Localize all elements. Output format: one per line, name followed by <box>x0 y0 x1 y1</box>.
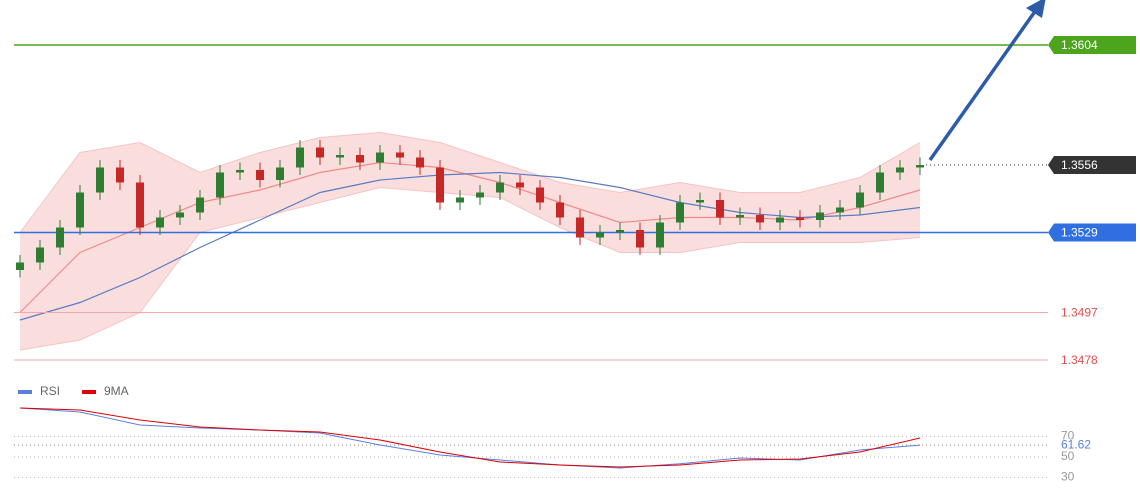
candle-body <box>196 197 204 213</box>
candle-body <box>436 167 444 203</box>
candle-body <box>736 215 744 218</box>
arrow-head <box>1026 0 1046 18</box>
candle-body <box>36 247 44 263</box>
level-label: 1.3529 <box>1061 226 1098 240</box>
rsi-line <box>19 407 921 468</box>
candle-body <box>176 212 184 218</box>
moving-average <box>19 161 921 313</box>
level-badge <box>1048 223 1136 242</box>
main-layer <box>14 44 1048 361</box>
candle-body <box>96 167 104 193</box>
candle-body <box>596 232 604 238</box>
candle-body <box>56 227 64 248</box>
candle-body <box>396 152 404 158</box>
rsi-tick-label: 30 <box>1061 470 1075 484</box>
candle-body <box>676 202 684 223</box>
candle-body <box>136 182 144 228</box>
forecast-arrow <box>928 0 1046 162</box>
legend-swatch <box>18 390 32 394</box>
bollinger-lower <box>19 186 921 351</box>
candle-body <box>576 217 584 238</box>
arrow-shaft <box>928 8 1038 162</box>
candle-body <box>476 192 484 198</box>
candle-body <box>636 230 644 248</box>
candle-body <box>756 215 764 223</box>
level-badge <box>1048 156 1136 174</box>
band-layer <box>19 131 921 351</box>
candle-body <box>456 197 464 203</box>
candle-body <box>696 200 704 203</box>
candle-body <box>776 217 784 223</box>
bollinger-fill <box>20 132 920 350</box>
candle-body <box>116 167 124 183</box>
candle-body <box>376 152 384 163</box>
bollinger-upper <box>19 131 921 233</box>
candle-body <box>496 182 504 193</box>
candle-body <box>156 217 164 228</box>
candle-body <box>16 262 24 270</box>
rsi-last-label: 61.62 <box>1061 437 1091 451</box>
label-layer: 1.3604 1.3556 1.3529 1.3497 1.3478 <box>1048 36 1136 367</box>
candle-body <box>896 167 904 173</box>
legend-label: RSI <box>40 384 60 398</box>
rsi-tick-label: 50 <box>1061 449 1075 463</box>
level-badge <box>1048 36 1136 54</box>
level-label: 1.3556 <box>1061 158 1098 172</box>
candle-body <box>316 147 324 158</box>
candle-body <box>856 192 864 208</box>
legend-swatch <box>82 390 96 394</box>
candle-body <box>276 167 284 180</box>
candle-body <box>876 172 884 193</box>
candle-body <box>256 170 264 180</box>
candle-body <box>796 217 804 220</box>
candle-body <box>816 212 824 220</box>
level-label: 1.3604 <box>1061 38 1098 52</box>
candle-body <box>76 192 84 228</box>
candle-body <box>716 200 724 218</box>
candle-body <box>656 222 664 248</box>
candle-body <box>916 165 924 168</box>
moving-average <box>19 171 921 321</box>
candle-body <box>616 230 624 233</box>
candle-body <box>516 182 524 188</box>
candle-body <box>336 155 344 158</box>
level-label: 1.3478 <box>1061 353 1098 367</box>
level-label: 1.3497 <box>1061 306 1098 320</box>
candle-body <box>536 187 544 203</box>
candle-body <box>836 207 844 213</box>
candle-body <box>356 155 364 163</box>
legend-label: 9MA <box>104 384 129 398</box>
candle-body <box>216 172 224 198</box>
candle-body <box>416 157 424 168</box>
candle-body <box>236 170 244 173</box>
rsi-tick-label: 70 <box>1061 429 1075 443</box>
candle-body <box>296 147 304 168</box>
candle-body <box>556 202 564 218</box>
